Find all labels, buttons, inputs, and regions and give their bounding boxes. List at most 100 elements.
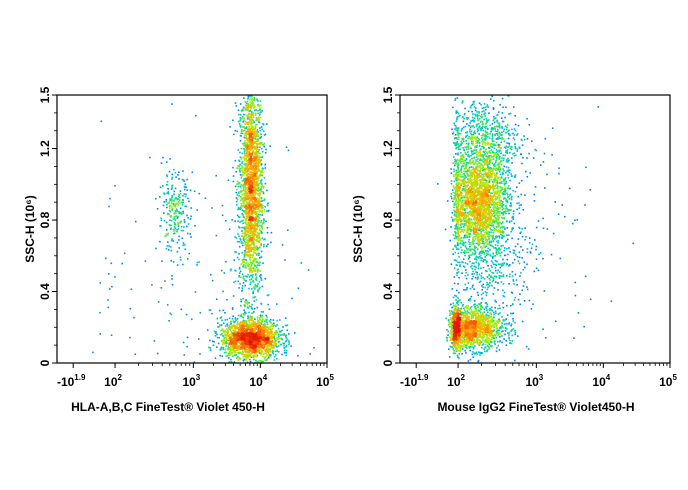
- cell-event-point: [256, 143, 258, 146]
- cell-event-point: [255, 261, 257, 263]
- cell-event-point: [180, 308, 183, 311]
- cell-event-point: [247, 130, 249, 133]
- cell-event-point: [244, 212, 247, 214]
- cell-event-point: [254, 128, 256, 131]
- cell-event-point: [255, 236, 258, 238]
- cell-event-point: [241, 129, 243, 131]
- cell-event-point: [495, 236, 497, 239]
- cell-event-point: [251, 198, 253, 201]
- cell-event-point: [250, 236, 252, 239]
- cell-event-point: [256, 354, 259, 357]
- cell-event-point: [248, 131, 250, 134]
- cell-event-point: [243, 346, 245, 349]
- cell-event-point: [190, 207, 192, 209]
- cell-event-point: [282, 334, 285, 336]
- cell-event-point: [237, 233, 239, 235]
- cell-event-point: [256, 348, 259, 351]
- cell-event-point: [227, 335, 230, 337]
- cell-event-point: [237, 334, 239, 336]
- cell-event-point: [170, 204, 172, 207]
- cell-event-point: [241, 326, 243, 328]
- cell-event-point: [163, 220, 166, 222]
- cell-event-point: [491, 174, 493, 176]
- cell-event-point: [263, 238, 265, 241]
- cell-event-point: [247, 273, 249, 276]
- cell-event-point: [238, 191, 241, 193]
- cell-event-point: [166, 183, 168, 186]
- cell-event-point: [247, 168, 250, 170]
- cell-event-point: [250, 222, 252, 225]
- cell-event-point: [240, 156, 243, 159]
- cell-event-point: [270, 325, 273, 327]
- cell-event-point: [249, 179, 252, 181]
- cell-event-point: [250, 186, 252, 188]
- cell-event-point: [252, 207, 255, 209]
- cell-event-point: [269, 327, 271, 329]
- cell-event-point: [259, 231, 262, 234]
- cell-event-point: [265, 326, 268, 329]
- cell-event-point: [247, 201, 250, 204]
- cell-event-point: [247, 177, 249, 179]
- cell-event-point: [273, 336, 275, 338]
- cell-event-point: [174, 227, 177, 230]
- cell-event-point: [265, 348, 267, 351]
- cell-event-point: [244, 127, 246, 129]
- cell-event-point: [258, 246, 261, 249]
- cell-event-point: [248, 321, 251, 324]
- cell-event-point: [235, 319, 237, 322]
- cell-event-point: [288, 333, 290, 335]
- cell-event-point: [239, 140, 242, 142]
- cell-event-point: [230, 335, 233, 338]
- cell-event-point: [252, 194, 254, 196]
- cell-event-point: [257, 206, 260, 209]
- cell-event-point: [241, 193, 244, 196]
- cell-event-point: [247, 95, 250, 98]
- cell-event-point: [254, 132, 257, 134]
- cell-event-point: [240, 147, 242, 150]
- cell-event-point: [259, 146, 261, 148]
- cell-event-point: [243, 358, 245, 361]
- cell-event-point: [257, 202, 259, 205]
- cell-event-point: [246, 343, 248, 346]
- cell-event-point: [240, 324, 243, 327]
- cell-event-point: [232, 325, 235, 328]
- cell-event-point: [173, 190, 176, 193]
- cell-event-point: [252, 243, 255, 245]
- cell-event-point: [250, 113, 252, 116]
- cell-event-point: [260, 349, 262, 351]
- cell-event-point: [248, 253, 251, 255]
- cell-event-point: [260, 219, 263, 222]
- cell-event-point: [184, 221, 186, 223]
- cell-event-point: [252, 112, 255, 114]
- cell-event-point: [263, 329, 266, 331]
- cell-event-point: [229, 126, 231, 128]
- cell-event-point: [456, 158, 459, 161]
- cell-event-point: [450, 183, 453, 185]
- cell-event-point: [170, 259, 172, 262]
- cell-event-point: [239, 174, 242, 176]
- cell-event-point: [189, 218, 192, 220]
- cell-event-point: [182, 263, 184, 266]
- cell-event-point: [249, 283, 252, 285]
- cell-event-point: [225, 260, 227, 263]
- cell-event-point: [239, 191, 242, 193]
- cell-event-point: [245, 222, 247, 225]
- cell-event-point: [186, 214, 188, 217]
- cell-event-point: [244, 180, 247, 182]
- cell-event-point: [508, 198, 511, 200]
- cell-event-point: [265, 331, 267, 333]
- cell-event-point: [265, 335, 267, 338]
- cell-event-point: [233, 351, 236, 353]
- cell-event-point: [251, 241, 254, 243]
- cell-event-point: [250, 199, 252, 202]
- cell-event-point: [250, 157, 252, 160]
- cell-event-point: [178, 247, 180, 249]
- cell-event-point: [256, 306, 259, 309]
- cell-event-point: [242, 168, 244, 171]
- cell-event-point: [177, 225, 180, 227]
- cell-event-point: [258, 114, 261, 117]
- cell-event-point: [243, 335, 245, 337]
- cell-event-point: [231, 335, 234, 338]
- cell-event-point: [247, 247, 250, 250]
- cell-event-point: [167, 232, 169, 235]
